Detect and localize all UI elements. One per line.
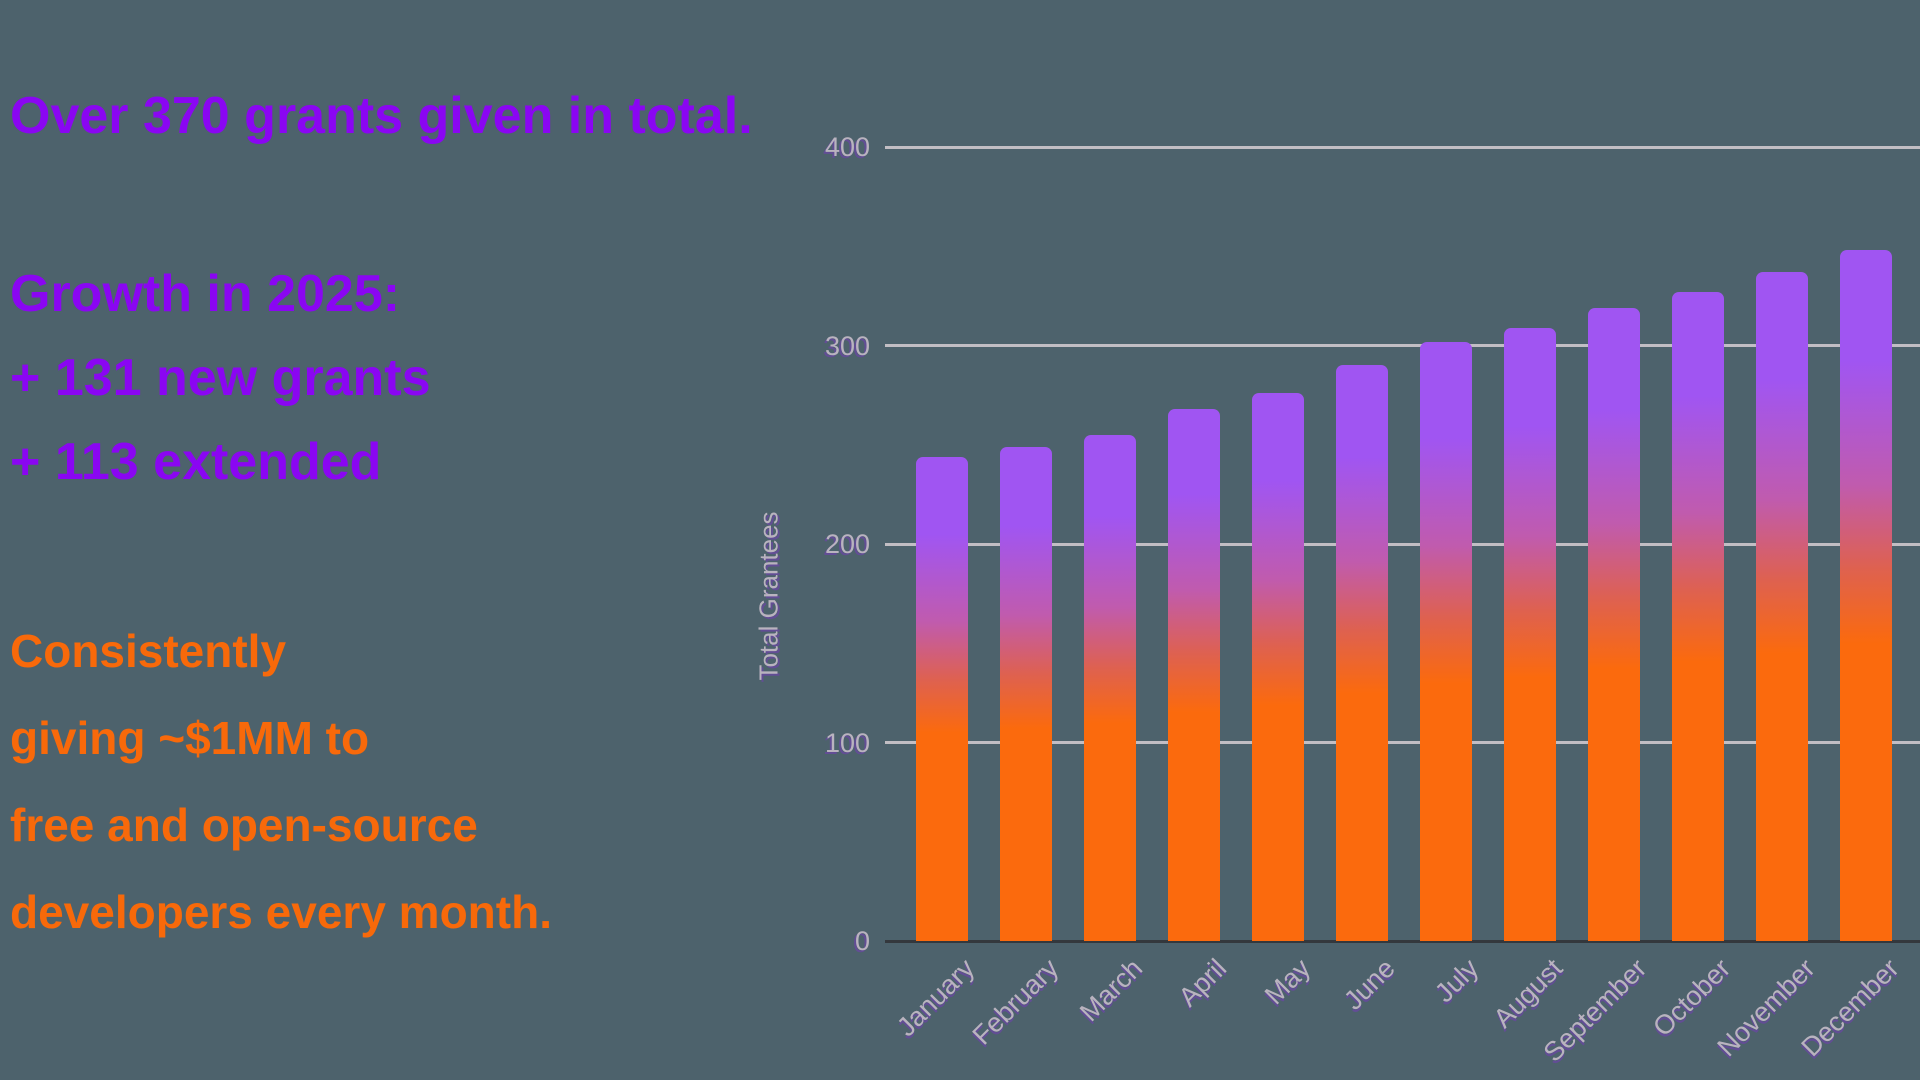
giving-line-2: giving ~$1MM to	[10, 712, 370, 764]
gridline-200	[885, 542, 1920, 546]
giving-line-4: developers every month.	[10, 886, 552, 938]
x-axis-line	[885, 940, 1920, 943]
y-tick-200: 200	[824, 529, 870, 559]
gridline-300	[885, 344, 1920, 347]
y-axis-title: Total Grantees	[753, 511, 784, 681]
growth-heading: Growth in 2025:	[10, 265, 401, 323]
bar-april	[1167, 409, 1220, 941]
x-tick-july: July	[1429, 953, 1485, 1009]
bar-december	[1839, 250, 1892, 941]
giving-block: Consistently giving ~$1MM to free and op…	[10, 608, 552, 956]
x-tick-february: February	[967, 953, 1065, 1051]
growth-block: Growth in 2025: + 131 new grants + 113 e…	[10, 252, 431, 504]
growth-new-grants: + 131 new grants	[10, 349, 431, 407]
y-tick-400: 400	[824, 132, 870, 162]
bar-june	[1335, 365, 1388, 941]
bar-september	[1587, 308, 1640, 941]
gridline-400	[885, 145, 1920, 149]
x-tick-march: March	[1074, 953, 1149, 1028]
bar-november	[1755, 272, 1808, 941]
y-tick-300: 300	[824, 330, 870, 361]
total-grants-headline: Over 370 grants given in total.	[10, 87, 753, 145]
bar-march	[1083, 435, 1136, 941]
gridline-100	[885, 741, 1920, 744]
giving-line-3: free and open-source	[10, 799, 478, 851]
bar-august	[1503, 328, 1556, 941]
x-tick-april: April	[1173, 953, 1233, 1013]
giving-line-1: Consistently	[10, 625, 287, 677]
bar-july	[1419, 342, 1472, 941]
bar-october	[1671, 292, 1724, 941]
bar-may	[1251, 393, 1304, 941]
bar-january	[915, 457, 968, 941]
x-tick-june: June	[1338, 953, 1401, 1016]
y-tick-0: 0	[854, 926, 870, 956]
growth-extended-grants: + 113 extended	[10, 433, 382, 491]
x-tick-may: May	[1259, 953, 1317, 1011]
x-tick-august: August	[1488, 953, 1569, 1034]
y-tick-100: 100	[824, 727, 870, 758]
bar-february	[999, 447, 1052, 941]
